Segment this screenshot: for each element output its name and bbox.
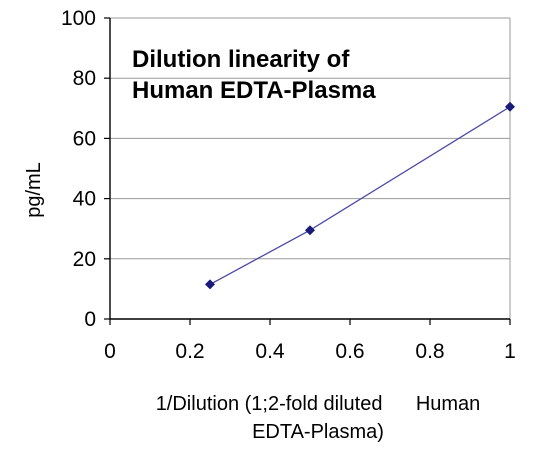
y-tick-label: 0 [84, 308, 96, 331]
x-axis-label-line-1: 1/Dilution (1;2-fold diluted Human [156, 393, 481, 415]
tick-labels: 0 20 40 60 80 100 0 0.2 0.4 0.6 0.8 1 [61, 7, 516, 363]
y-tick-label: 100 [61, 7, 96, 30]
x-tick-label: 0 [104, 340, 116, 363]
series-group [205, 101, 515, 290]
y-tick-label: 80 [73, 67, 96, 90]
x-tick-label: 0.2 [175, 340, 204, 363]
chart-title-line-2: Human EDTA-Plasma [132, 77, 376, 104]
data-point [205, 279, 215, 290]
grid-lines [110, 77, 510, 260]
x-tick-label: 0.8 [415, 340, 444, 363]
x-tick-label: 1 [504, 340, 516, 363]
data-point [305, 225, 315, 236]
y-axis-label: pg/mL [23, 162, 45, 218]
y-tick-label: 60 [73, 127, 96, 150]
x-axis-label-line-2: EDTA-Plasma) [252, 421, 384, 443]
y-tick-label: 40 [73, 188, 96, 211]
y-tick-label: 20 [73, 248, 96, 271]
data-point [505, 101, 515, 112]
series-line [209, 106, 511, 285]
chart-title-line-1: Dilution linearity of [132, 46, 350, 73]
x-tick-label: 0.6 [335, 340, 364, 363]
plot-frame [104, 17, 511, 325]
x-tick-label: 0.4 [255, 340, 285, 363]
